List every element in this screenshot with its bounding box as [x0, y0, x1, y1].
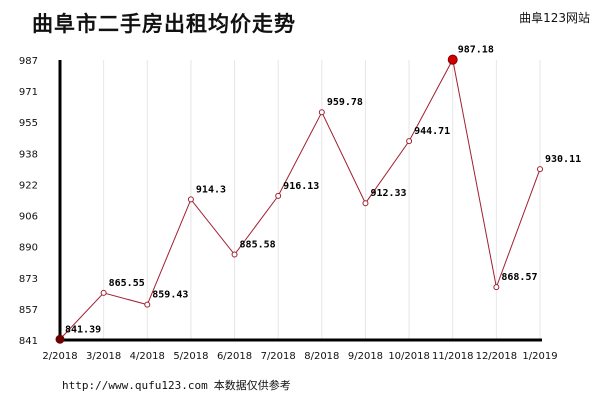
data-point	[318, 109, 325, 116]
y-tick-label: 955	[19, 118, 38, 129]
data-label: 930.11	[545, 154, 581, 165]
data-labels: 841.39 865.55 859.43 914.3 885.58 916.13 959.7…	[65, 45, 581, 336]
data-point	[406, 138, 413, 145]
x-axis-ticks: 2/2018 3/2018 4/2018 5/2018 6/2018 7/2018 8/20…	[42, 351, 557, 362]
y-tick-label: 971	[19, 87, 38, 98]
data-label: 916.13	[283, 181, 319, 192]
x-tick-label: 1/2019	[522, 351, 557, 362]
footer-note: 本数据仅供参考	[213, 379, 291, 392]
x-tick-label: 3/2018	[86, 351, 121, 362]
x-tick-label: 8/2018	[304, 351, 339, 362]
data-point	[493, 284, 500, 291]
data-point	[231, 251, 238, 258]
data-points	[55, 54, 543, 344]
data-label: 841.39	[65, 324, 101, 335]
series-line	[59, 58, 541, 340]
y-tick-label: 873	[19, 274, 38, 285]
x-tick-label: 5/2018	[173, 351, 208, 362]
data-point	[55, 334, 65, 344]
data-label: 859.43	[152, 290, 188, 301]
footer: http://www.qufu123.com 本数据仅供参考	[62, 377, 297, 393]
y-tick-label: 987	[19, 56, 38, 67]
y-tick-label: 938	[19, 149, 38, 160]
data-label: 865.55	[109, 278, 145, 289]
data-point	[362, 200, 369, 207]
data-point	[447, 54, 458, 65]
x-tick-label: 9/2018	[348, 351, 383, 362]
x-tick-label: 10/2018	[388, 351, 430, 362]
data-point	[275, 192, 282, 199]
y-tick-label: 890	[19, 243, 38, 254]
data-label: 987.18	[458, 45, 494, 56]
grid-lines	[59, 60, 541, 340]
x-tick-label: 2/2018	[42, 351, 77, 362]
data-label: 914.3	[196, 184, 226, 195]
chart-title: 曲阜市二手房出租均价走势	[32, 12, 296, 36]
data-point	[144, 301, 151, 308]
data-label: 868.57	[501, 272, 537, 283]
data-point	[537, 166, 543, 173]
y-tick-label: 841	[19, 336, 38, 347]
site-brand: 曲阜123网站	[519, 11, 590, 25]
y-tick-label: 906	[19, 212, 38, 223]
y-axis-ticks: 987 971 955 938 922 906 890 873 857 841	[19, 56, 38, 347]
data-label: 912.33	[370, 188, 406, 199]
y-tick-label: 922	[19, 180, 38, 191]
x-tick-label: 6/2018	[217, 351, 252, 362]
data-label: 885.58	[240, 240, 276, 251]
x-tick-label: 7/2018	[261, 351, 296, 362]
x-tick-label: 4/2018	[130, 351, 165, 362]
data-label: 944.71	[414, 126, 450, 137]
data-label: 959.78	[327, 97, 363, 108]
footer-url: http://www.qufu123.com	[62, 379, 208, 392]
data-point	[187, 196, 194, 203]
x-tick-label: 12/2018	[476, 351, 518, 362]
x-tick-label: 11/2018	[432, 351, 474, 362]
data-point	[100, 289, 107, 296]
y-tick-label: 857	[19, 305, 38, 316]
